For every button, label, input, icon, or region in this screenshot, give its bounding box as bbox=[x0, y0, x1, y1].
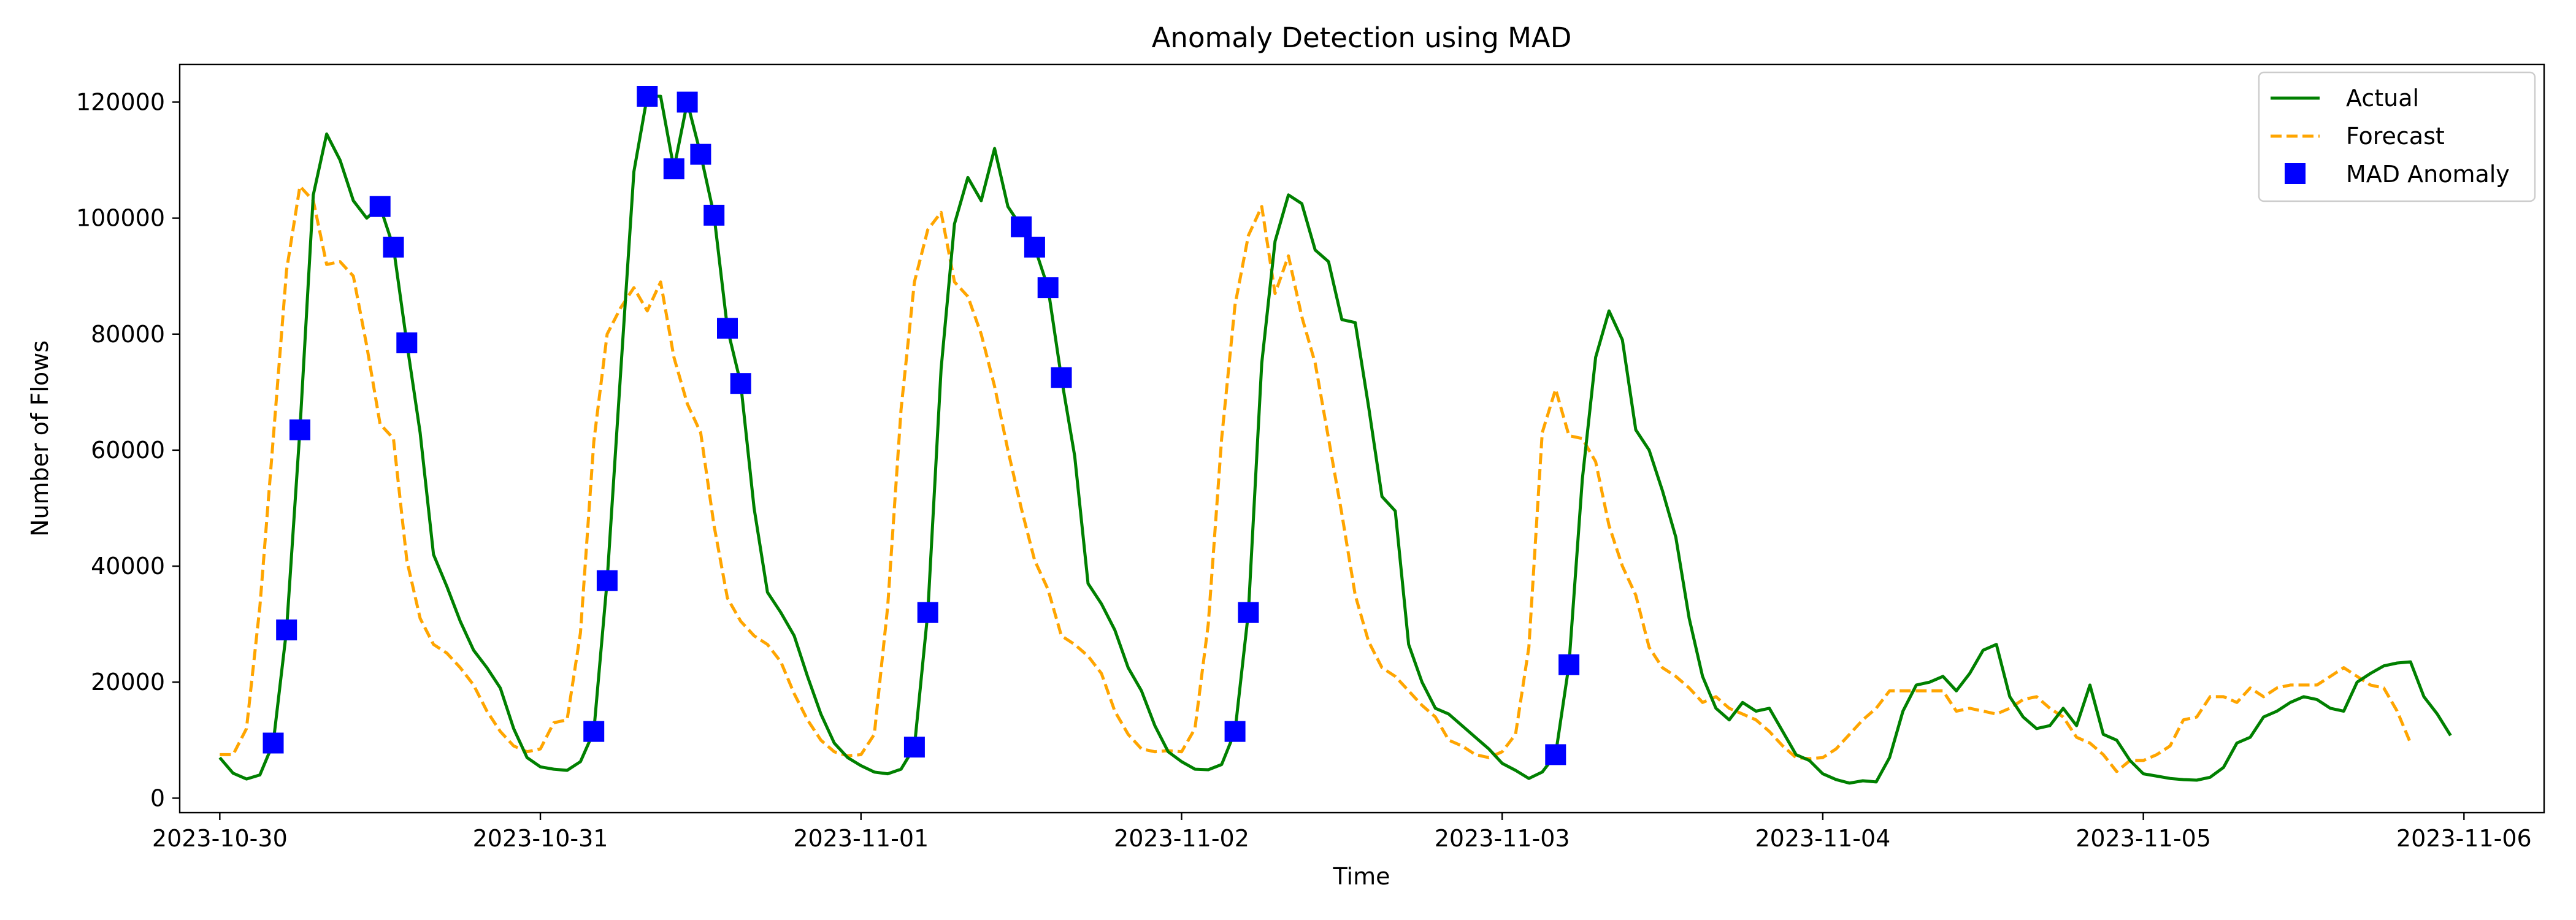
plot-area bbox=[180, 64, 2544, 813]
plot-frame bbox=[178, 63, 2545, 814]
x-axis: 2023-10-30 2023-10-31 2023-11-01 2023-11-02… bbox=[152, 813, 2532, 852]
legend-box bbox=[2258, 71, 2536, 202]
x-tick-label: 2023-11-03 bbox=[1435, 825, 1570, 852]
anomaly-marker bbox=[596, 570, 618, 591]
y-tick-label: 0 bbox=[150, 784, 165, 811]
anomaly-marker bbox=[289, 419, 310, 440]
legend-actual-label: Actual bbox=[2346, 85, 2419, 112]
anomaly-marker bbox=[903, 737, 925, 758]
y-tick-label: 120000 bbox=[76, 88, 165, 115]
anomaly-marker bbox=[369, 196, 391, 217]
x-tick-label: 2023-11-06 bbox=[2396, 825, 2532, 852]
anomaly-marker bbox=[1545, 744, 1566, 765]
anomaly-marker bbox=[690, 144, 711, 165]
y-axis-label: Number of Flows bbox=[26, 340, 53, 537]
chart-title: Anomaly Detection using MAD bbox=[1152, 21, 1572, 54]
anomaly-marker bbox=[1011, 216, 1032, 237]
x-tick-label: 2023-10-31 bbox=[473, 825, 608, 852]
x-tick-label: 2023-11-02 bbox=[1114, 825, 1249, 852]
anomaly-marker bbox=[1051, 367, 1072, 388]
anomaly-marker bbox=[677, 91, 698, 113]
anomaly-marker bbox=[263, 732, 284, 754]
anomaly-marker bbox=[717, 318, 738, 339]
legend-anomaly-swatch bbox=[2285, 163, 2306, 184]
anomaly-series bbox=[263, 86, 1580, 765]
x-tick-label: 2023-10-30 bbox=[152, 825, 288, 852]
y-tick-label: 80000 bbox=[91, 321, 165, 348]
x-tick-label: 2023-11-04 bbox=[1755, 825, 1890, 852]
anomaly-marker bbox=[583, 721, 605, 742]
anomaly-marker bbox=[396, 332, 418, 353]
x-tick-label: 2023-11-05 bbox=[2076, 825, 2211, 852]
anomaly-marker bbox=[1024, 236, 1045, 258]
anomaly-marker bbox=[1037, 277, 1059, 299]
anomaly-marker bbox=[917, 602, 938, 623]
anomaly-marker bbox=[1238, 602, 1259, 623]
anomaly-marker bbox=[730, 373, 751, 394]
y-tick-label: 60000 bbox=[91, 437, 165, 464]
anomaly-marker bbox=[383, 236, 404, 258]
x-axis-label: Time bbox=[1333, 863, 1390, 890]
anomaly-marker bbox=[663, 158, 684, 180]
legend: Actual Forecast MAD Anomaly bbox=[2258, 71, 2536, 202]
y-axis: 0 20000 40000 60000 80000 100000 120000 bbox=[76, 88, 180, 811]
forecast-line bbox=[220, 185, 2412, 773]
y-tick-label: 20000 bbox=[91, 669, 165, 696]
legend-forecast-label: Forecast bbox=[2346, 123, 2445, 150]
legend-anomaly-label: MAD Anomaly bbox=[2346, 161, 2510, 188]
anomaly-marker bbox=[276, 619, 297, 641]
forecast-series bbox=[220, 185, 2412, 773]
x-tick-label: 2023-11-01 bbox=[793, 825, 929, 852]
anomaly-marker bbox=[703, 204, 725, 226]
anomaly-marker bbox=[1224, 721, 1246, 742]
y-tick-label: 100000 bbox=[76, 205, 165, 232]
y-tick-label: 40000 bbox=[91, 553, 165, 580]
anomaly-marker bbox=[1558, 654, 1580, 675]
anomaly-marker bbox=[637, 86, 658, 107]
